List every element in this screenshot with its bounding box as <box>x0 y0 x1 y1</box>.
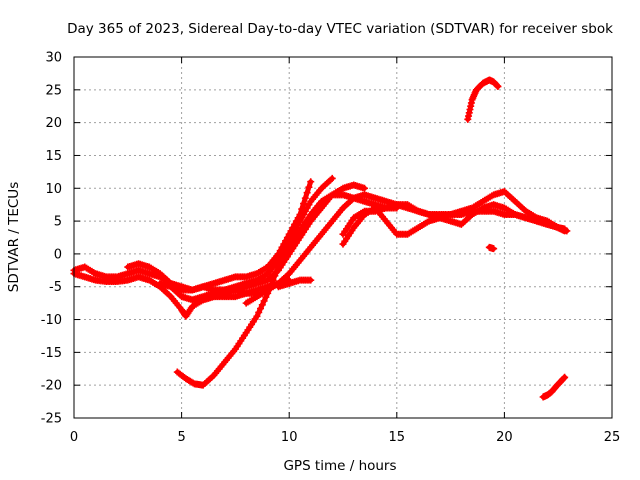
x-tick-label: 0 <box>70 430 78 445</box>
data-point <box>269 276 277 284</box>
data-point <box>490 245 498 253</box>
series-trace-7 <box>274 276 315 291</box>
y-tick-label: 15 <box>45 149 62 164</box>
x-tick-label: 25 <box>604 430 621 445</box>
data-point <box>265 285 273 293</box>
x-axis-label: GPS time / hours <box>283 458 396 474</box>
data-point <box>361 184 369 192</box>
data-point <box>300 200 308 208</box>
y-tick-label: 5 <box>54 215 62 230</box>
data-point <box>307 178 315 186</box>
series-trace-8 <box>173 191 401 389</box>
y-tick-label: 30 <box>45 51 62 66</box>
data-point <box>267 281 275 289</box>
data-point <box>253 312 261 320</box>
data-point <box>257 305 265 313</box>
y-tick-label: 10 <box>45 182 62 197</box>
y-tick-label: 25 <box>45 83 62 98</box>
y-tick-label: 0 <box>54 247 62 262</box>
data-point <box>264 289 272 297</box>
x-tick-label: 15 <box>389 430 406 445</box>
data-point <box>260 297 268 305</box>
data-point <box>271 272 279 280</box>
x-tick-label: 10 <box>281 430 298 445</box>
y-tick-label: -10 <box>41 313 62 328</box>
data-points <box>70 76 571 401</box>
series-trace-3 <box>124 178 315 294</box>
data-point <box>328 174 336 182</box>
y-tick-label: -15 <box>41 346 62 361</box>
data-point <box>301 194 309 202</box>
data-point <box>262 293 270 301</box>
data-point <box>307 276 315 284</box>
data-point <box>255 308 263 316</box>
chart-title: Day 365 of 2023, Sidereal Day-to-day VTE… <box>67 21 613 37</box>
plot-frame <box>73 56 613 419</box>
data-point <box>561 225 569 233</box>
series-trace-11 <box>393 201 569 233</box>
y-tick-label: -25 <box>41 412 62 427</box>
data-point <box>303 189 311 197</box>
y-axis-label: SDTVAR / TECUs <box>6 182 22 292</box>
series-trace-13 <box>539 373 569 401</box>
y-tick-label: -5 <box>49 280 62 295</box>
y-tick-label: 20 <box>45 116 62 131</box>
x-tick-label: 5 <box>177 430 185 445</box>
x-tick-label: 20 <box>496 430 513 445</box>
y-tick-label: -20 <box>41 379 62 394</box>
data-point <box>561 373 569 381</box>
series-trace-14 <box>485 243 498 253</box>
series-trace-10 <box>339 201 401 238</box>
series-trace-12 <box>464 76 502 123</box>
data-point <box>305 183 313 191</box>
axis-ticks: 0 5 10 15 20 25 -25 -20 -15 -10 -5 0 5 10 15 20 25 30 <box>41 51 621 446</box>
data-point <box>273 267 281 275</box>
data-point <box>258 301 266 309</box>
data-point <box>494 83 502 91</box>
